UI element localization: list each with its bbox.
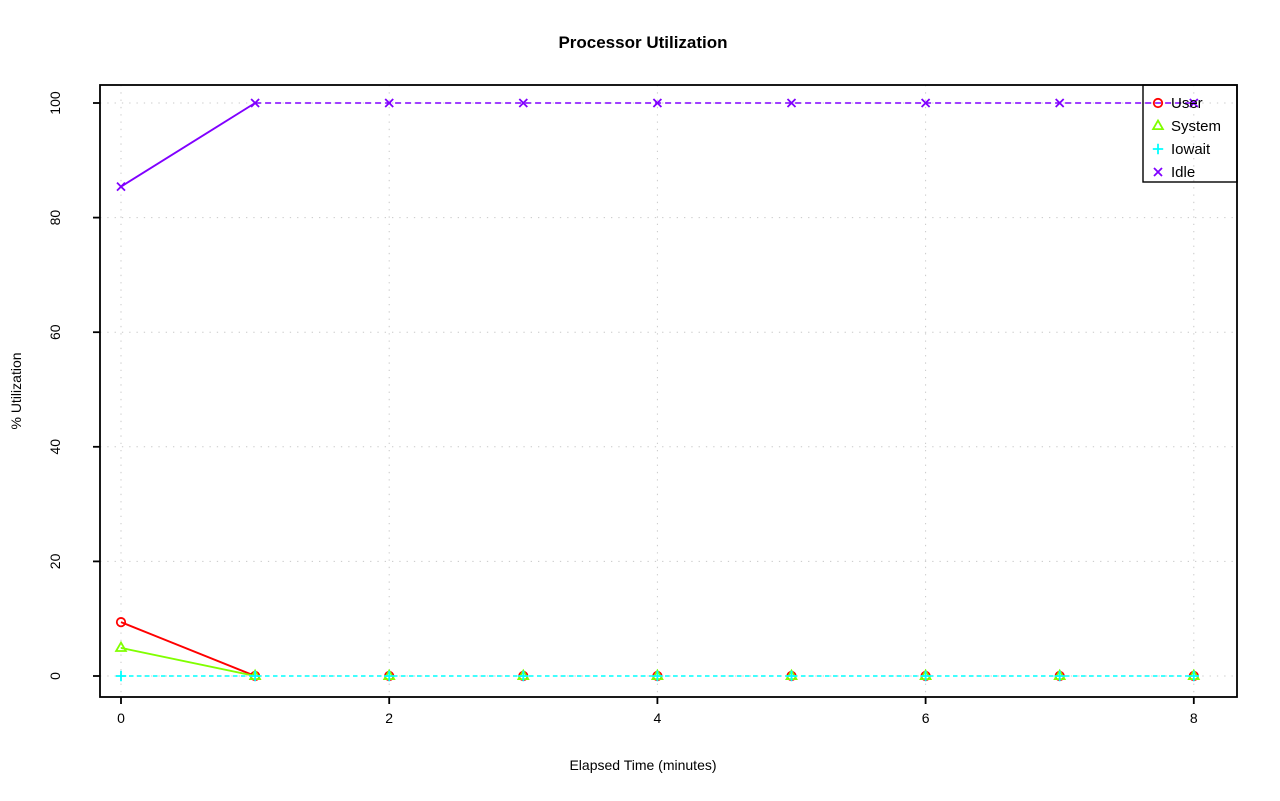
x-tick-label: 8 — [1190, 710, 1198, 726]
y-tick-label: 100 — [47, 91, 63, 115]
legend-label: Iowait — [1171, 141, 1211, 158]
series-line-idle — [120, 102, 256, 188]
idle-x-marker — [116, 182, 126, 192]
iowait-plus-marker — [652, 670, 663, 682]
series-line-system — [120, 646, 256, 677]
iowait-plus-marker — [786, 670, 797, 682]
y-tick-label: 20 — [47, 553, 63, 569]
legend-box — [1142, 84, 1238, 183]
iowait-plus-marker — [384, 670, 395, 682]
legend-triangle-icon — [1151, 118, 1165, 130]
idle-x-marker — [786, 98, 797, 108]
iowait-plus-marker — [1188, 670, 1200, 682]
idle-x-marker — [920, 98, 931, 108]
idle-x-marker — [1055, 98, 1065, 108]
legend — [1142, 84, 1238, 183]
idle-x-marker — [652, 98, 663, 108]
legend-circle-icon — [1152, 97, 1164, 109]
iowait-plus-marker — [115, 670, 127, 682]
chart-title: Processor Utilization — [558, 33, 728, 52]
legend-label: User — [1171, 95, 1203, 112]
y-tick-label: 80 — [47, 210, 63, 226]
idle-x-marker — [250, 98, 260, 108]
x-axis-label: Elapsed Time (minutes) — [569, 757, 717, 773]
iowait-plus-marker — [518, 670, 529, 682]
x-tick-label: 4 — [654, 710, 662, 726]
idle-x-marker — [518, 98, 528, 108]
iowait-plus-marker — [920, 670, 931, 682]
series-line-user — [120, 621, 256, 677]
x-tick-label: 0 — [117, 710, 125, 726]
iowait-plus-marker — [1054, 670, 1065, 682]
idle-x-marker — [384, 98, 394, 108]
x-tick-label: 6 — [922, 710, 930, 726]
legend-label: Idle — [1171, 164, 1195, 181]
y-tick-label: 40 — [47, 439, 63, 455]
legend-plus-icon — [1152, 143, 1164, 155]
y-tick-label: 60 — [47, 324, 63, 340]
idle-x-marker — [1189, 98, 1199, 108]
legend-label: System — [1171, 118, 1221, 135]
legend-x-icon — [1153, 167, 1163, 177]
system-triangle-marker — [114, 640, 128, 652]
user-circle-marker — [115, 617, 127, 628]
x-tick-label: 2 — [385, 710, 393, 726]
plot-box — [99, 84, 1238, 698]
iowait-plus-marker — [249, 670, 261, 682]
y-tick-label: 0 — [47, 672, 63, 680]
